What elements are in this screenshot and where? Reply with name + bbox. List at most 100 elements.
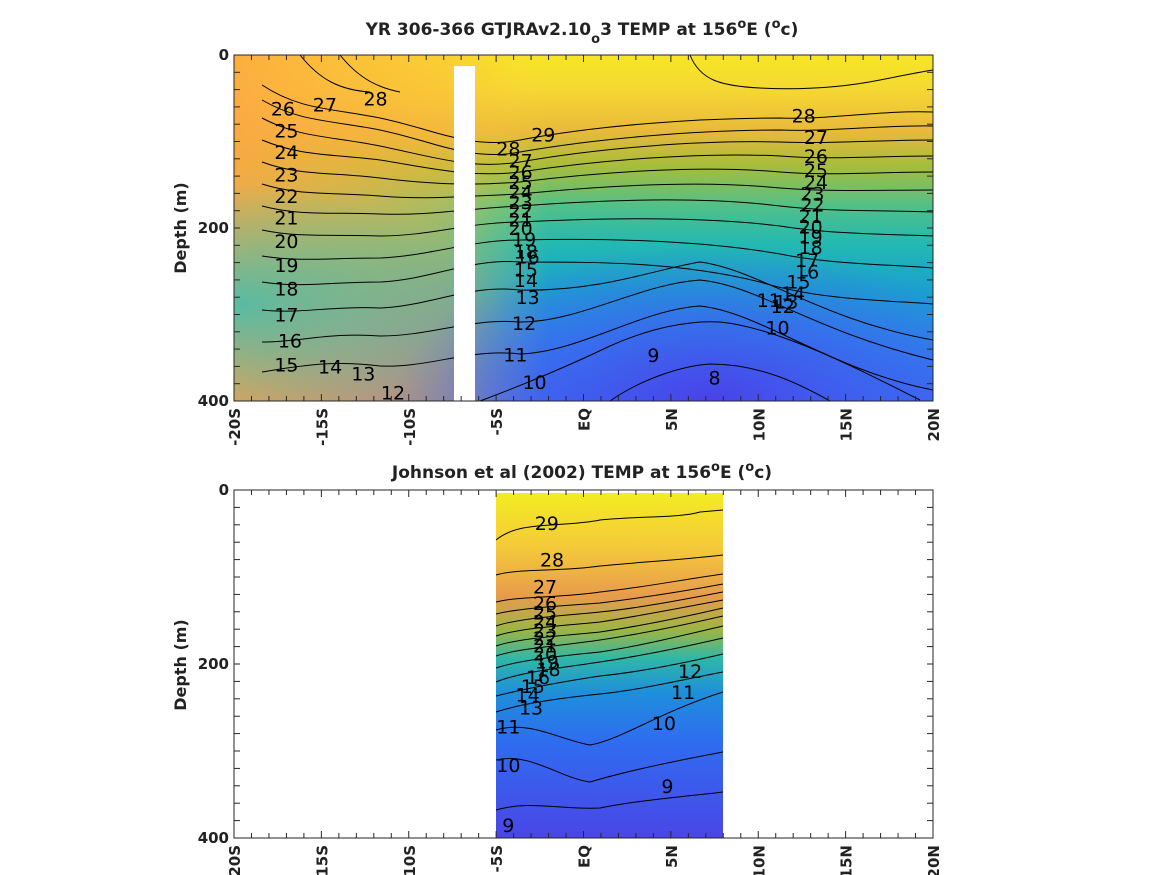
bottom-contour-label: 10 xyxy=(496,755,520,777)
bottom-x-tick-label: 10N xyxy=(750,845,768,875)
bottom-y-tick-label: 400 xyxy=(198,829,229,847)
top-contour-label: 19 xyxy=(799,227,823,249)
top-contour-label: 27 xyxy=(508,151,532,173)
bottom-contours xyxy=(495,509,724,811)
top-contours xyxy=(261,54,934,402)
bottom-x-tick-label: 20N xyxy=(925,845,943,875)
top-contour-label: 14 xyxy=(514,270,538,292)
top-x-tick-label: 10N xyxy=(750,408,768,441)
bottom-contour-label: 21 xyxy=(533,636,557,658)
top-contour-label: 24 xyxy=(508,182,532,204)
top-contour-label: 14 xyxy=(318,356,342,378)
top-contour-label: 12 xyxy=(381,382,405,404)
top-contour-label: 12 xyxy=(771,296,795,318)
top-contour-label: 26 xyxy=(508,162,532,184)
top-x-tick-label: -20S xyxy=(226,408,244,446)
top-contour-label: 28 xyxy=(792,106,816,128)
top-contour-label: 26 xyxy=(804,146,828,168)
top-x-tick-label: 5N xyxy=(663,408,681,431)
top-contour-label: 17 xyxy=(795,250,819,272)
bottom-contour-label: 12 xyxy=(678,661,702,683)
top-contour-label: 18 xyxy=(514,241,538,263)
top-x-tick-label: 15N xyxy=(838,408,856,441)
top-contour-label: 23 xyxy=(274,164,298,186)
top-contour-label: 26 xyxy=(271,99,295,121)
top-axis-ticks: -20S -15S -10S -5S EQ 5N 10N 15N 20N 0 200 400 xyxy=(198,46,943,446)
top-contour-label: 27 xyxy=(804,127,828,149)
top-contour-label: 22 xyxy=(800,195,824,217)
top-contour-label: 15 xyxy=(514,260,538,282)
top-contour-label: 8 xyxy=(709,368,721,390)
top-contour-label: 11 xyxy=(757,290,781,312)
bottom-x-tick-label: EQ xyxy=(576,845,594,868)
bottom-contour-label: 18 xyxy=(536,659,560,681)
bottom-contour-label: 20 xyxy=(533,644,557,666)
top-contour-label: 27 xyxy=(313,94,337,116)
bottom-axis-ticks: -20S -15S -10S -5S EQ 5N 10N 15N 20N 0 200 400 xyxy=(198,481,943,875)
top-contour-label: 22 xyxy=(274,186,298,208)
top-contour-label: 28 xyxy=(363,88,387,110)
bottom-y-axis-label: Depth (m) xyxy=(171,619,190,711)
bottom-contour-label: 28 xyxy=(540,550,564,572)
top-contour-label: 19 xyxy=(512,229,536,251)
top-contour-label: 21 xyxy=(799,206,823,228)
top-x-tick-label: 20N xyxy=(925,408,943,441)
top-x-tick-label: -15S xyxy=(313,408,331,446)
bottom-contour-label: 11 xyxy=(496,717,520,739)
top-contour-label: 24 xyxy=(804,172,828,194)
top-contour-label: 21 xyxy=(508,209,532,231)
bottom-chart-title: Johnson et al (2002) TEMP at 156oE (oc) xyxy=(391,460,772,483)
bottom-contour-label: 25 xyxy=(533,603,557,625)
top-y-axis-label: Depth (m) xyxy=(171,182,190,274)
bottom-contour-label: 26 xyxy=(533,593,557,615)
top-contour-label: 20 xyxy=(508,218,532,240)
bottom-contour-label: 27 xyxy=(533,577,557,599)
bottom-x-tick-label: 5N xyxy=(663,845,681,868)
top-cold-dome xyxy=(234,55,933,401)
top-contour-label: 18 xyxy=(274,279,298,301)
top-contour-label: 21 xyxy=(274,208,298,230)
top-contour-label: 29 xyxy=(531,125,555,147)
top-contour-label: 13 xyxy=(774,292,798,314)
bottom-contour-label: 15 xyxy=(521,676,545,698)
top-contour-label: 24 xyxy=(274,142,298,164)
top-x-tick-label: -10S xyxy=(401,408,419,446)
top-contour-label: 16 xyxy=(795,261,819,283)
top-contour-label: 13 xyxy=(351,363,375,385)
top-contour-label: 20 xyxy=(799,216,823,238)
bottom-contour-label: 13 xyxy=(519,698,543,720)
bottom-x-tick-label: -20S xyxy=(226,845,244,875)
bottom-contour-label: 19 xyxy=(535,651,559,673)
bottom-contour-label: 14 xyxy=(515,684,539,706)
top-x-tick-label: EQ xyxy=(576,408,594,431)
bottom-contour-label: 9 xyxy=(502,815,514,837)
bottom-contour-label: 16 xyxy=(526,667,550,689)
top-missing-data-band xyxy=(454,66,475,401)
top-contour-label: 12 xyxy=(512,313,536,335)
top-panel: YR 306-366 GTJRAv2.10o3 TEMP at 156oE (o… xyxy=(171,17,943,446)
top-contour-label: 23 xyxy=(800,183,824,205)
top-y-tick-label: 0 xyxy=(219,46,229,64)
bottom-temperature-field xyxy=(496,493,723,838)
bottom-contour-label: 22 xyxy=(533,628,557,650)
bottom-contour-label: 11 xyxy=(671,682,695,704)
top-contour-label: 25 xyxy=(804,160,828,182)
top-contour-label: 19 xyxy=(274,255,298,277)
top-y-tick-label: 400 xyxy=(198,392,229,410)
top-contour-label: 13 xyxy=(515,287,539,309)
top-contour-label: 15 xyxy=(274,355,298,377)
top-chart-title: YR 306-366 GTJRAv2.10o3 TEMP at 156oE (o… xyxy=(365,17,799,47)
bottom-y-tick-label: 200 xyxy=(198,655,229,673)
top-contour-label: 14 xyxy=(781,283,805,305)
top-contour-label: 28 xyxy=(496,138,520,160)
top-contour-label: 25 xyxy=(508,172,532,194)
top-contour-label: 18 xyxy=(799,237,823,259)
top-contour-label: 22 xyxy=(508,201,532,223)
top-contour-label: 25 xyxy=(274,120,298,142)
top-y-tick-label: 200 xyxy=(198,219,229,237)
bottom-panel: Johnson et al (2002) TEMP at 156oE (oc) xyxy=(171,460,943,875)
